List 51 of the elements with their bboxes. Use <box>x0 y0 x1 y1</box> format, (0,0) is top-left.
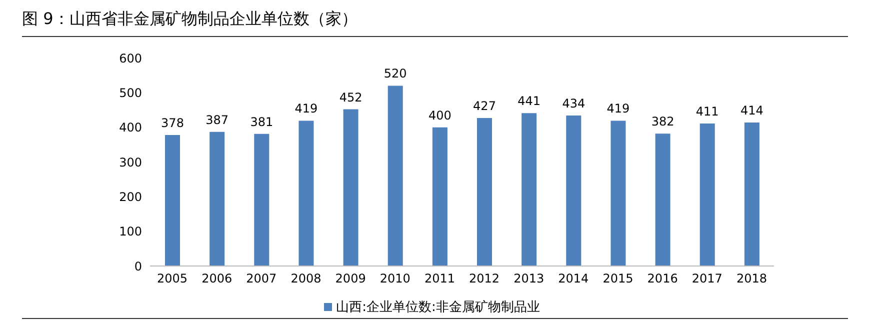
x-tick-label: 2013 <box>514 272 544 286</box>
y-tick-label: 100 <box>119 224 142 239</box>
data-label: 520 <box>384 66 407 81</box>
bar <box>343 109 358 266</box>
bar <box>566 116 582 266</box>
data-label: 387 <box>206 112 229 127</box>
x-tick-label: 2008 <box>290 272 322 286</box>
data-label: 419 <box>606 102 630 116</box>
data-label: 411 <box>696 104 719 119</box>
data-label: 400 <box>428 108 452 122</box>
bar <box>388 86 403 266</box>
x-tick-label: 2009 <box>335 272 366 286</box>
data-label: 414 <box>740 103 764 118</box>
y-tick-label: 600 <box>119 51 142 66</box>
data-label: 419 <box>294 102 318 116</box>
bar <box>165 134 180 266</box>
y-tick-label: 200 <box>119 190 142 204</box>
data-label: 441 <box>518 94 541 108</box>
data-label: 434 <box>562 96 586 111</box>
data-label: 378 <box>161 116 184 130</box>
legend-label: 山西:企业单位数:非金属矿物制品业 <box>336 300 540 315</box>
y-tick-label: 300 <box>119 155 142 170</box>
x-tick-label: 2007 <box>246 272 277 286</box>
data-label: 381 <box>250 114 274 129</box>
bar <box>744 122 760 266</box>
x-tick-label: 2014 <box>558 272 589 286</box>
x-tick-label: 2011 <box>424 272 455 286</box>
data-label: 382 <box>651 114 674 129</box>
y-tick-label: 500 <box>119 86 142 100</box>
x-tick-label: 2010 <box>380 272 410 286</box>
chart-title: 图 9：山西省非金属矿物制品企业单位数（家） <box>22 6 848 37</box>
x-tick-label: 2012 <box>469 272 500 286</box>
y-tick-label: 0 <box>134 259 142 274</box>
data-label: 427 <box>473 98 496 113</box>
x-tick-label: 2017 <box>692 272 722 286</box>
bar <box>477 118 492 266</box>
x-tick-label: 2005 <box>157 272 188 286</box>
bar <box>522 113 537 266</box>
bar <box>298 120 314 266</box>
bar <box>610 120 626 266</box>
bar <box>655 134 670 266</box>
bar <box>254 134 270 266</box>
data-label: 452 <box>339 90 362 104</box>
x-tick-label: 2016 <box>647 272 678 286</box>
bar <box>432 127 448 266</box>
y-tick-label: 400 <box>119 120 142 135</box>
bar <box>700 124 715 266</box>
x-tick-label: 2018 <box>736 272 767 286</box>
x-tick-label: 2006 <box>202 272 232 286</box>
bar <box>210 132 225 266</box>
x-tick-label: 2015 <box>602 272 634 286</box>
